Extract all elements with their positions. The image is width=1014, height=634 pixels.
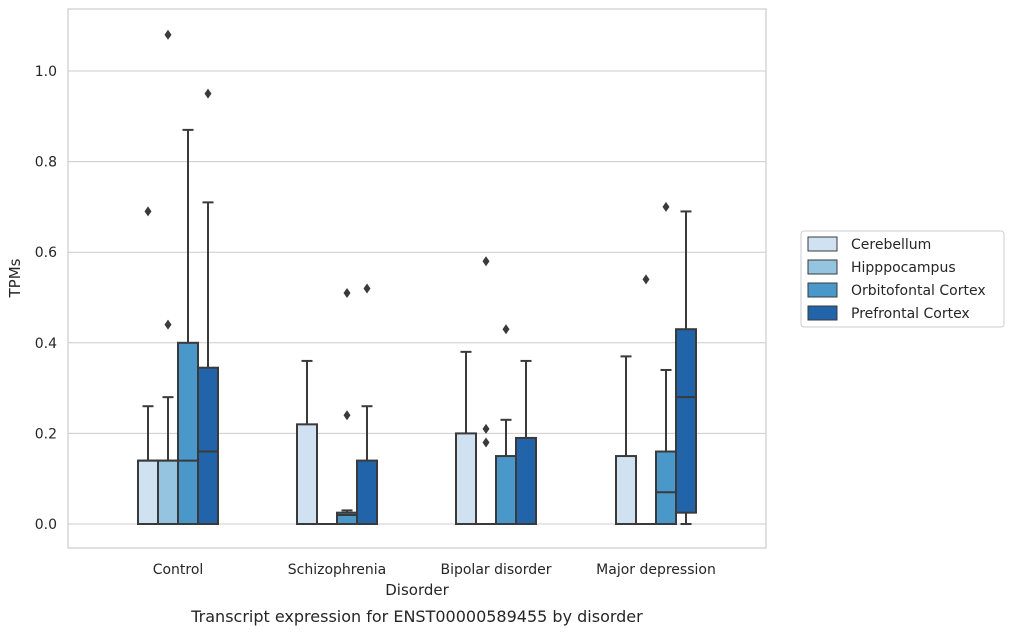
y-tick-label: 0.4 [35, 336, 57, 352]
y-tick-label: 0.0 [35, 517, 57, 533]
outlier-point [204, 88, 212, 99]
series-hipppocampus [157, 29, 656, 525]
box-series [137, 29, 697, 525]
box [675, 328, 697, 514]
outlier-point [363, 283, 371, 294]
outlier-point [502, 324, 510, 335]
box [296, 423, 318, 525]
legend-swatch [807, 305, 838, 321]
box [455, 432, 477, 525]
box [177, 341, 199, 525]
legend-swatch [807, 236, 838, 252]
outlier-point [144, 206, 152, 217]
outlier-point [482, 423, 490, 434]
x-axis-title: Disorder [385, 581, 449, 599]
y-tick-label: 1.0 [35, 64, 57, 80]
legend-label: Prefrontal Cortex [851, 306, 970, 322]
legend: Cerebellum Hipppocampus Orbitofontal Corte… [800, 230, 1005, 328]
legend-swatch [807, 282, 838, 298]
outlier-point [482, 256, 490, 267]
x-axis-ticks: Control Schizophrenia Bipolar disorder Majo… [153, 562, 716, 578]
legend-label: Hipppocampus [851, 260, 956, 276]
x-tick-label: Control [153, 562, 204, 578]
legend-swatch [807, 259, 838, 275]
box [137, 459, 159, 525]
y-axis-title: TPMs [6, 258, 24, 298]
y-tick-label: 0.8 [35, 155, 57, 171]
series-cerebellum [137, 206, 637, 525]
y-tick-label: 0.2 [35, 426, 57, 442]
box [655, 450, 677, 525]
outlier-point [642, 274, 650, 285]
y-tick-label: 0.6 [35, 245, 57, 261]
box [197, 366, 219, 525]
series-orbitofontal-cortex [177, 128, 677, 525]
x-tick-label: Bipolar disorder [440, 562, 551, 578]
box [515, 436, 537, 525]
box [615, 455, 637, 525]
y-axis-ticks: 0.0 0.2 0.4 0.6 0.8 1.0 [35, 64, 57, 533]
chart-caption: Transcript expression for ENST0000058945… [190, 607, 643, 626]
legend-frame [800, 230, 1005, 328]
series-prefrontal-cortex [197, 88, 697, 525]
plot-area-frame [67, 8, 767, 549]
outlier-point [343, 287, 351, 298]
box [356, 459, 378, 525]
box [495, 455, 517, 525]
outlier-point [164, 319, 172, 330]
legend-label: Cerebellum [851, 237, 931, 253]
legend-label: Orbitofontal Cortex [851, 283, 986, 299]
box [157, 459, 179, 525]
x-tick-label: Major depression [596, 562, 716, 578]
x-tick-label: Schizophrenia [288, 562, 386, 578]
outlier-point [164, 29, 172, 40]
outlier-point [343, 410, 351, 421]
outlier-point [482, 437, 490, 448]
outlier-point [662, 201, 670, 212]
